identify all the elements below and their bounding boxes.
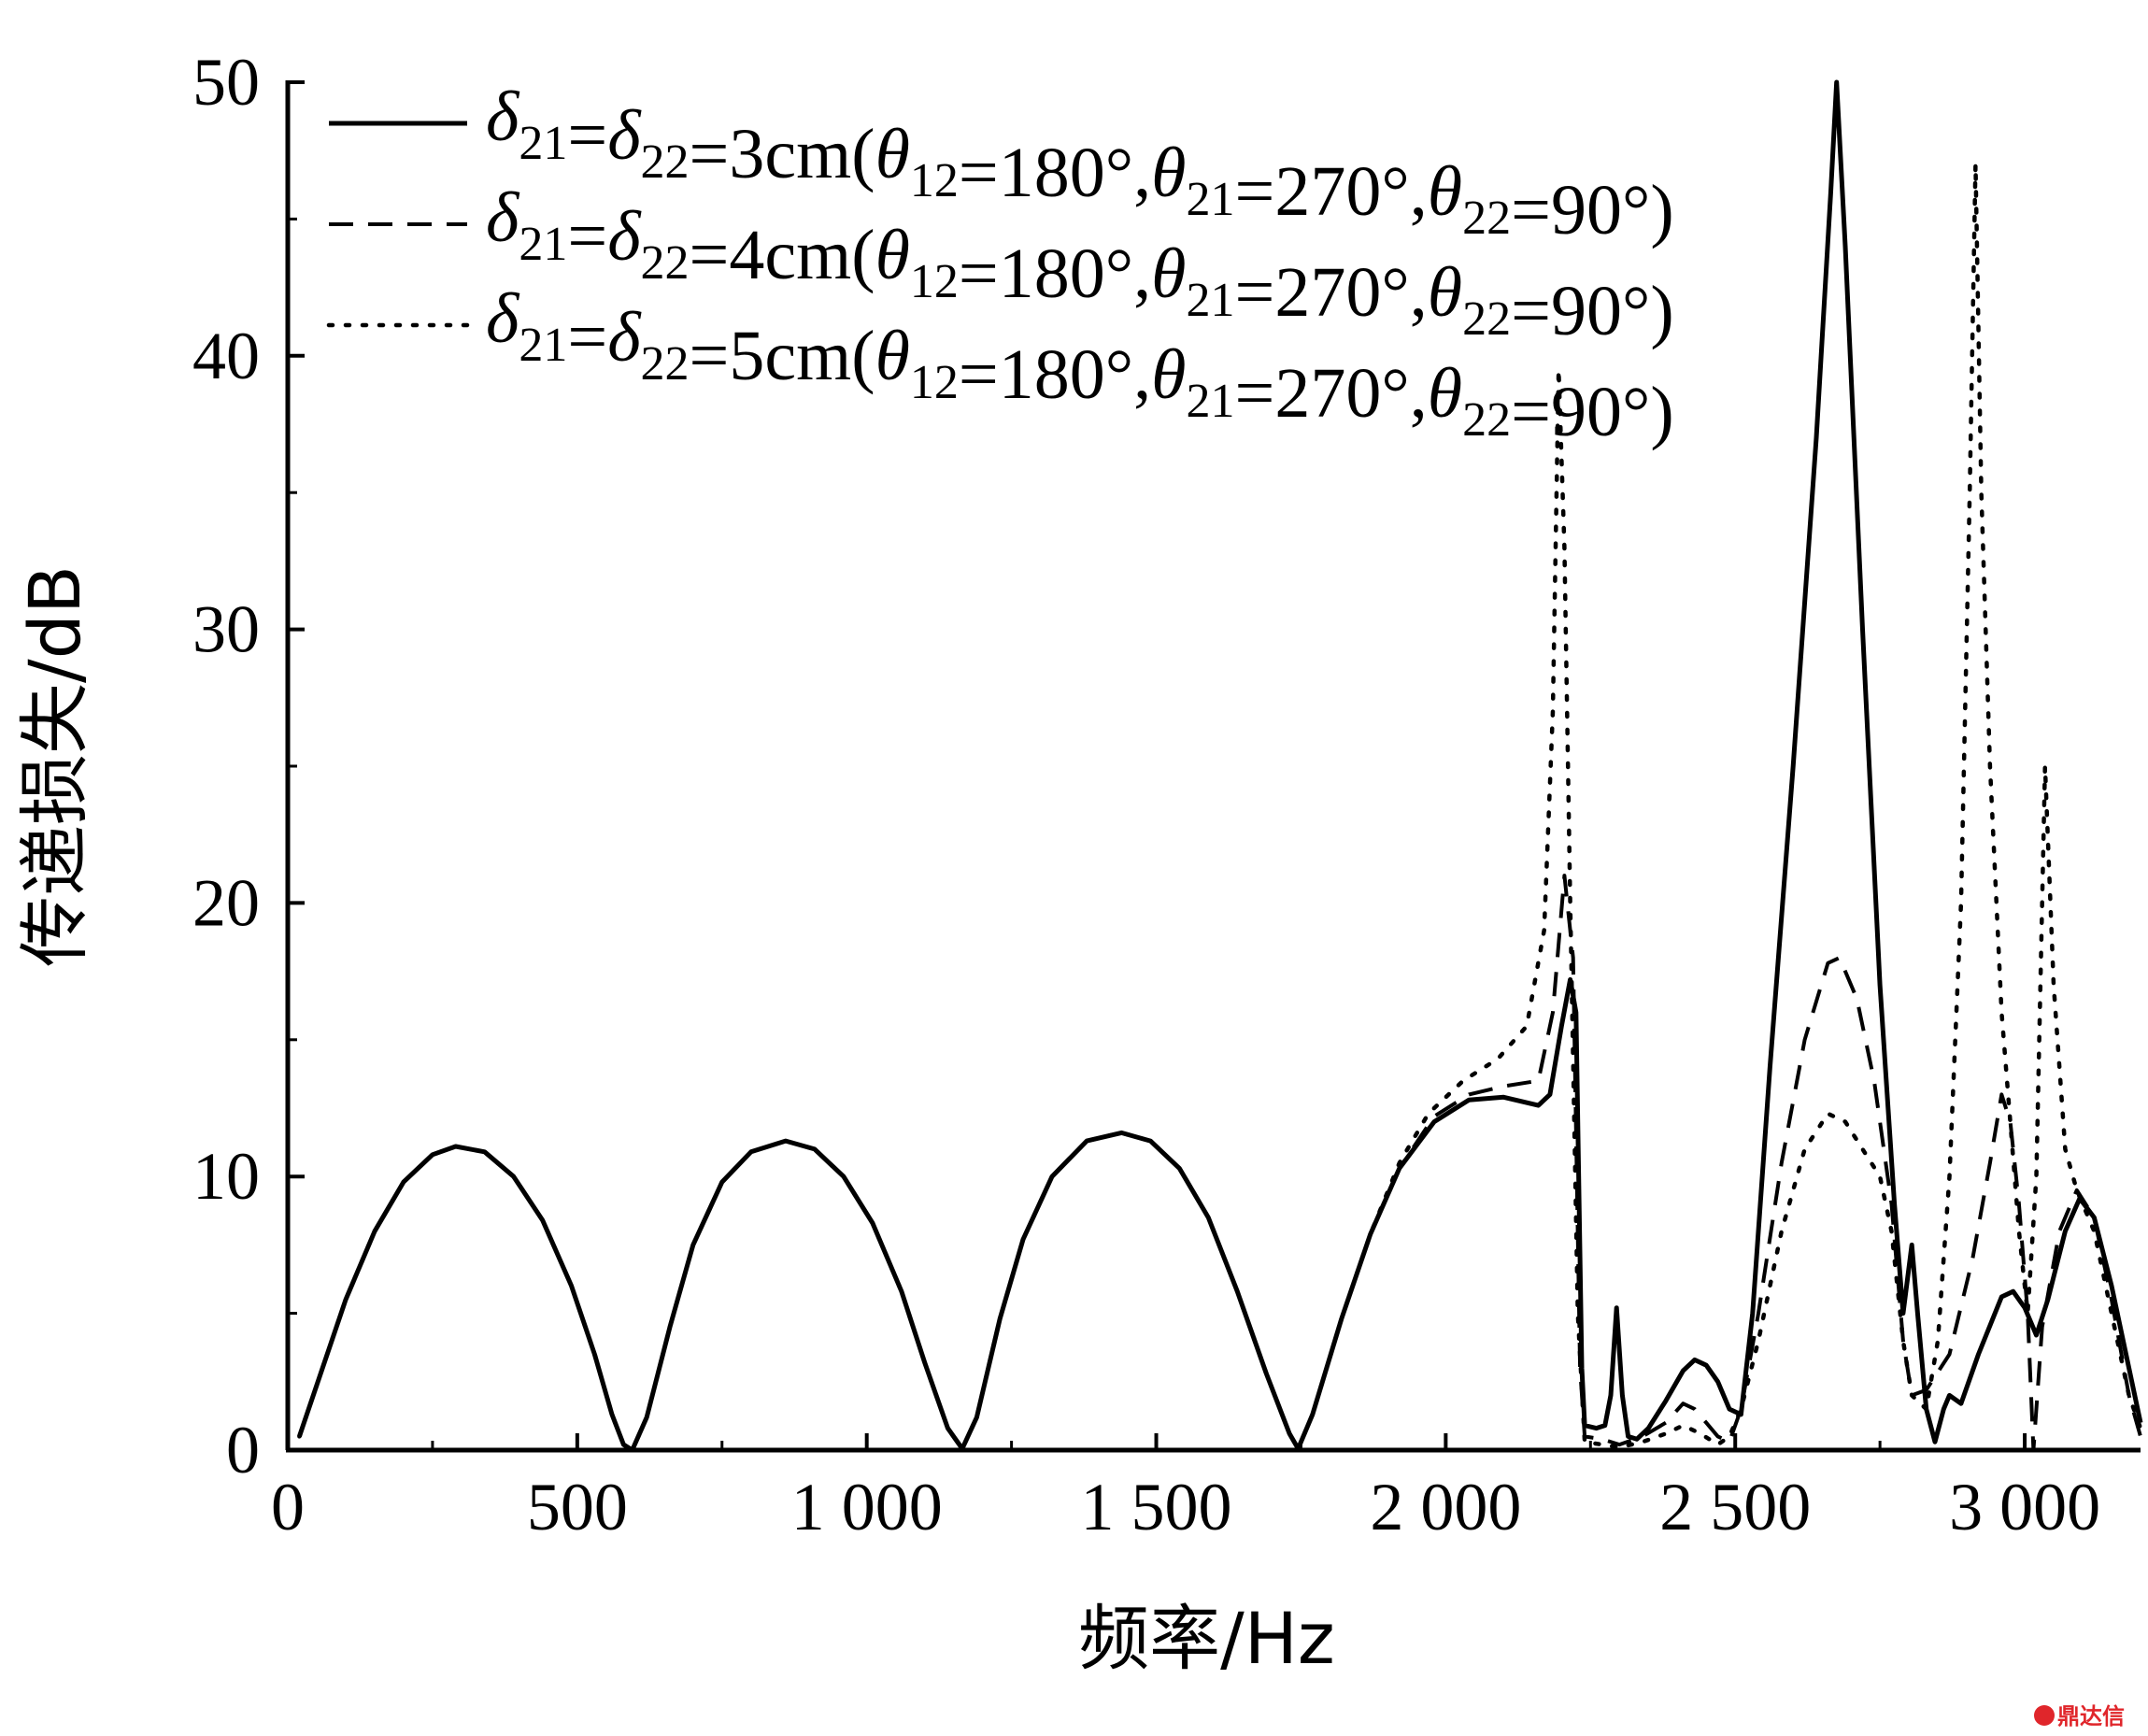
x-axis-title: 频率/Hz	[1078, 1597, 1335, 1680]
series-line-solid	[297, 79, 2143, 1453]
y-tick-label: 40	[192, 319, 260, 393]
x-tick-label: 1 500	[1081, 1470, 1232, 1544]
watermark-logo-icon	[2034, 1705, 2055, 1726]
y-tick-label: 10	[192, 1139, 260, 1214]
legend-label: δ21=δ22=3cm(θ12=180°,θ21=270°,θ22=90°)	[486, 78, 1674, 249]
y-axis-title: 传递损失/dB	[13, 565, 96, 967]
x-tick-label: 0	[271, 1470, 305, 1544]
x-tick-label: 500	[527, 1470, 628, 1544]
watermark-text: 鼎达信	[2057, 1703, 2125, 1729]
x-tick-label: 1 000	[791, 1470, 943, 1544]
watermark: 鼎达信	[2034, 1703, 2125, 1729]
legend-label: δ21=δ22=5cm(θ12=180°,θ21=270°,θ22=90°)	[486, 279, 1674, 451]
y-tick-label: 50	[192, 45, 260, 120]
axis-titles: 频率/Hz 传递损失/dB	[13, 565, 1335, 1680]
y-tick-label: 0	[226, 1413, 260, 1487]
legend: δ21=δ22=3cm(θ12=180°,θ21=270°,θ22=90°)δ2…	[326, 78, 1674, 451]
series-line-dashed	[297, 874, 2142, 1452]
x-tick-label: 2 000	[1370, 1470, 1521, 1544]
plot-series-group	[297, 79, 2143, 1453]
y-tick-label: 30	[192, 592, 260, 667]
x-tick-label: 2 500	[1659, 1470, 1811, 1544]
legend-label: δ21=δ22=4cm(θ12=180°,θ21=270°,θ22=90°)	[486, 178, 1674, 350]
x-tick-label: 3 000	[1949, 1470, 2100, 1544]
y-tick-label: 20	[192, 865, 260, 940]
